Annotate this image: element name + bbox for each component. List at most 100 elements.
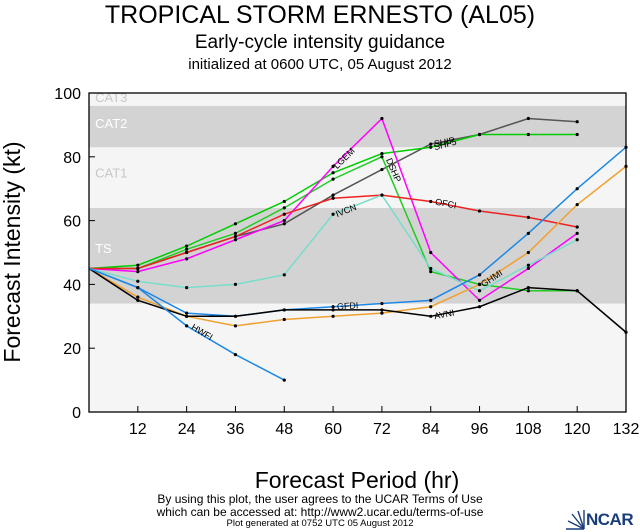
point-ship xyxy=(331,193,335,197)
point-hwfi xyxy=(136,285,140,290)
point-shf5 xyxy=(380,152,384,156)
point-avni xyxy=(575,289,579,293)
point-lgem xyxy=(477,298,482,302)
point-ivcn xyxy=(331,212,335,216)
ncar-logo-text: NCAR xyxy=(586,510,634,529)
series-line-avni xyxy=(88,267,627,333)
point-ofci xyxy=(233,234,238,239)
point-ofci xyxy=(575,225,579,229)
y-tick-label: 40 xyxy=(63,277,81,294)
point-shf5 xyxy=(575,132,579,137)
point-ghmi xyxy=(380,311,384,315)
point-ghmi xyxy=(429,305,433,309)
point-shf5 xyxy=(477,132,482,137)
series-line-gfdi xyxy=(88,146,627,318)
point-ghmi xyxy=(233,324,238,328)
point-gfdi xyxy=(477,273,482,277)
terms-line-1: By using this plot, the user agrees to t… xyxy=(157,492,483,506)
y-tick-label: 80 xyxy=(63,150,81,167)
point-gfdi xyxy=(575,187,579,191)
point-gfdi xyxy=(331,305,335,309)
point-ship xyxy=(380,167,384,172)
point-shf5 xyxy=(331,171,335,175)
band-label-cat2: CAT2 xyxy=(95,116,127,131)
point-ivcn xyxy=(575,238,579,242)
point-ivcn xyxy=(477,289,482,293)
point-shf5 xyxy=(429,145,433,149)
point-dshp xyxy=(233,231,238,235)
series-lines xyxy=(88,116,628,382)
band-label-cat3: CAT3 xyxy=(95,90,127,105)
ncar-logo: NCAR xyxy=(564,508,640,532)
x-tick-label: 72 xyxy=(373,421,391,438)
point-lgem xyxy=(526,266,530,271)
x-tick-label: 108 xyxy=(515,421,542,438)
point-ofci xyxy=(477,209,482,213)
x-tick-label: 48 xyxy=(275,421,293,438)
point-avni xyxy=(136,298,140,302)
x-axis: 12 24 36 48 60 72 84 96 108 120 132 xyxy=(129,406,639,438)
point-hwfi xyxy=(282,378,286,382)
x-axis-label: Forecast Period (hr) xyxy=(255,467,460,493)
y-tick-label: 20 xyxy=(63,341,81,358)
point-hwfi xyxy=(185,324,189,328)
band-label-ts: TS xyxy=(95,241,112,256)
plot-frame xyxy=(88,92,627,413)
point-dshp xyxy=(282,206,286,210)
point-ofci xyxy=(331,196,335,200)
point-ivcn xyxy=(282,273,286,277)
point-avni xyxy=(380,308,384,312)
point-gfdi xyxy=(185,311,189,315)
point-avni xyxy=(282,308,286,312)
point-ghmi xyxy=(575,203,579,207)
point-dshp xyxy=(331,177,335,181)
x-tick-label: 84 xyxy=(422,421,440,438)
point-ivcn xyxy=(233,282,238,286)
point-dshp xyxy=(380,155,384,159)
band-label-cat1: CAT1 xyxy=(95,166,127,181)
y-tick-label: 100 xyxy=(54,86,81,103)
point-ofci xyxy=(185,250,189,255)
series-label-ship: SHIP xyxy=(433,135,456,149)
point-ivcn xyxy=(429,266,433,271)
point-lgem xyxy=(331,164,335,168)
point-ofci xyxy=(526,215,530,220)
x-tick-label: 96 xyxy=(471,421,489,438)
band-cat1 xyxy=(89,147,626,208)
point-avni xyxy=(477,305,482,309)
point-avni xyxy=(233,314,238,318)
point-avni xyxy=(526,285,530,290)
point-ship xyxy=(526,116,530,121)
band-cat3 xyxy=(89,93,626,106)
y-tick-label: 0 xyxy=(72,405,81,422)
band-below-ts xyxy=(89,303,626,412)
point-ivcn xyxy=(526,263,530,267)
x-tick-label: 36 xyxy=(227,421,245,438)
point-shf5 xyxy=(136,263,140,267)
chart-title: TROPICAL STORM ERNESTO (AL05) xyxy=(104,1,536,29)
terms-line-2: which can be accessed at: http://www2.uc… xyxy=(156,505,484,519)
point-ofci xyxy=(282,212,286,216)
point-ofci xyxy=(429,199,433,204)
band-cat2 xyxy=(89,105,626,148)
point-lgem xyxy=(233,238,238,242)
point-lgem xyxy=(136,270,140,274)
point-dshp xyxy=(429,270,433,274)
point-shf5 xyxy=(185,244,189,248)
point-avni xyxy=(429,314,433,318)
point-ghmi xyxy=(331,314,335,318)
point-ofci xyxy=(136,266,140,271)
point-avni xyxy=(331,308,335,312)
point-lgem xyxy=(429,250,433,255)
series-label-avni: AVNI xyxy=(433,308,455,322)
point-lgem xyxy=(282,219,286,223)
point-lgem xyxy=(575,231,579,235)
point-avni xyxy=(185,314,189,318)
series-label-gfdi: GFDI xyxy=(337,300,359,311)
x-tick-label: 60 xyxy=(324,421,342,438)
y-axis: 0 20 40 60 80 100 xyxy=(54,86,95,422)
series-label-ofci: OFCI xyxy=(434,197,457,211)
point-dshp xyxy=(526,289,530,293)
point-gfdi xyxy=(429,298,433,302)
